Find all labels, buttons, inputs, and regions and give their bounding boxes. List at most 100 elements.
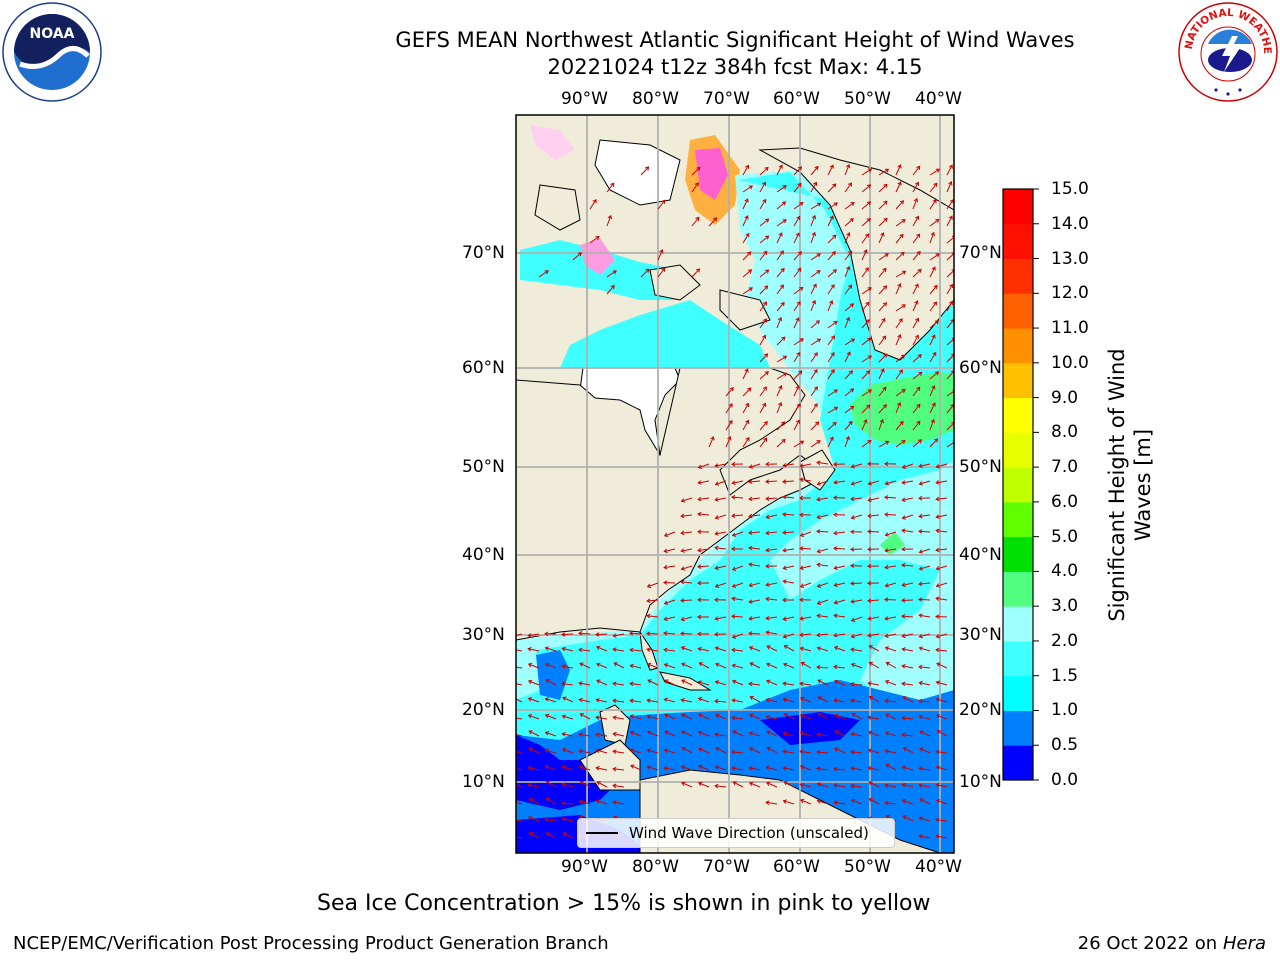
wind-arrow-head xyxy=(561,732,566,737)
wind-arrow-head xyxy=(697,564,702,569)
wind-arrow-head xyxy=(813,369,818,374)
wind-arrow-shaft xyxy=(868,497,880,501)
wind-arrow-shaft xyxy=(935,616,948,618)
wind-arrow-shaft xyxy=(759,335,766,346)
wind-arrow-shaft xyxy=(546,798,557,805)
wind-arrow-shaft xyxy=(782,513,795,516)
wind-arrow-head xyxy=(797,166,803,171)
wind-arrow-shaft xyxy=(844,370,853,380)
wind-arrow-head xyxy=(833,461,838,467)
wind-arrow-shaft xyxy=(946,404,954,414)
wind-arrow-shaft xyxy=(545,731,557,737)
wind-arrow-shaft xyxy=(562,715,574,720)
lat-label-left: 50°N xyxy=(462,457,505,477)
wind-arrow-head xyxy=(914,300,919,305)
wind-arrow-head xyxy=(749,713,754,718)
wind-arrow-head xyxy=(901,732,906,738)
wind-arrow-head xyxy=(799,681,804,687)
wind-arrow-shaft xyxy=(912,335,919,346)
wind-arrow-head xyxy=(902,747,907,752)
wind-arrow-shaft xyxy=(664,713,676,720)
wind-arrow-head xyxy=(766,645,771,650)
wind-arrow-head xyxy=(830,335,835,340)
wind-arrow-head xyxy=(528,730,533,735)
wind-arrow-shaft xyxy=(691,268,700,278)
wind-arrow-shaft xyxy=(783,496,795,499)
wind-arrow-head xyxy=(663,647,668,653)
colorbar-segment xyxy=(1003,432,1033,468)
wind-arrow-head xyxy=(592,199,597,204)
wind-arrow-head xyxy=(850,617,856,622)
wind-arrow-head xyxy=(863,419,868,424)
wind-arrow-head xyxy=(832,421,837,426)
wind-arrow-shaft xyxy=(749,582,761,587)
wind-arrow-shaft xyxy=(750,696,761,703)
legend-line-swatch xyxy=(586,832,618,834)
wind-arrow-head xyxy=(935,464,940,469)
wind-arrow-shaft xyxy=(817,767,829,771)
wind-arrow-shaft xyxy=(902,529,914,533)
wind-arrow-head xyxy=(663,766,668,771)
wind-arrow-head xyxy=(781,336,786,341)
wind-arrow-shaft xyxy=(715,714,727,720)
wind-arrow-head xyxy=(846,265,851,271)
wind-arrow-head xyxy=(731,634,737,639)
wind-arrow-shaft xyxy=(698,548,710,552)
wind-arrow-shaft xyxy=(579,733,591,737)
wind-arrow-head xyxy=(884,461,889,467)
wind-arrow-shaft xyxy=(783,580,795,584)
wind-arrow-shaft xyxy=(919,835,931,839)
wind-arrow-shaft xyxy=(936,714,948,720)
wind-arrow-shaft xyxy=(749,683,761,686)
wind-arrow-head xyxy=(744,198,749,203)
wind-arrow-shaft xyxy=(861,267,869,278)
wind-arrow-head xyxy=(595,645,601,650)
wind-arrow-head xyxy=(796,215,801,221)
colorbar-tick-label: 11.0 xyxy=(1051,318,1089,339)
wind-arrow-head xyxy=(935,799,941,804)
wind-arrow-shaft xyxy=(647,663,659,669)
wind-arrow-head xyxy=(646,748,651,754)
wind-arrow-head xyxy=(511,749,514,753)
wind-arrow-shaft xyxy=(766,663,778,669)
wind-arrow-shaft xyxy=(529,798,540,805)
wind-arrow-head xyxy=(661,267,666,272)
wind-arrow-head xyxy=(697,697,703,702)
wind-arrow-head xyxy=(901,765,906,770)
wind-arrow-head xyxy=(913,197,919,203)
wind-arrow-shaft xyxy=(784,713,795,720)
wind-arrow-head xyxy=(697,680,702,685)
colorbar-tick-label: 13.0 xyxy=(1051,248,1089,269)
wind-arrow-shaft xyxy=(793,216,801,227)
wind-arrow-head xyxy=(511,766,514,770)
wind-arrow-head xyxy=(864,267,869,272)
wind-arrow-head xyxy=(747,387,752,392)
wind-arrow-head xyxy=(797,182,802,187)
wind-arrow-shaft xyxy=(698,697,710,703)
wind-arrow-head xyxy=(949,199,954,204)
wind-arrow-shaft xyxy=(528,816,540,822)
wind-arrow-shaft xyxy=(878,318,886,329)
wind-arrow-head xyxy=(865,319,870,324)
wind-arrow-shaft xyxy=(827,321,838,329)
wind-arrow-head xyxy=(935,817,940,823)
wind-arrow-head xyxy=(931,402,936,407)
wind-arrow-shaft xyxy=(766,680,778,686)
wind-arrow-shaft xyxy=(580,713,591,720)
wind-arrow-head xyxy=(833,766,838,772)
wind-arrow-head xyxy=(850,515,855,520)
wind-arrow-shaft xyxy=(919,748,931,754)
wind-arrow-head xyxy=(511,648,514,652)
wind-arrow-shaft xyxy=(766,531,778,534)
north-america xyxy=(516,367,821,641)
wind-arrow-shaft xyxy=(936,698,948,703)
wind-arrow-head xyxy=(915,317,920,322)
wind-arrow-shaft xyxy=(776,385,782,397)
wind-arrow-shaft xyxy=(528,767,540,771)
wind-arrow-head xyxy=(865,370,871,375)
wind-arrow-head xyxy=(917,354,922,359)
wind-arrow-shaft xyxy=(800,616,812,620)
wind-arrow-shaft xyxy=(715,582,727,588)
wind-arrow-head xyxy=(561,632,566,637)
wind-arrow-shaft xyxy=(810,215,816,227)
